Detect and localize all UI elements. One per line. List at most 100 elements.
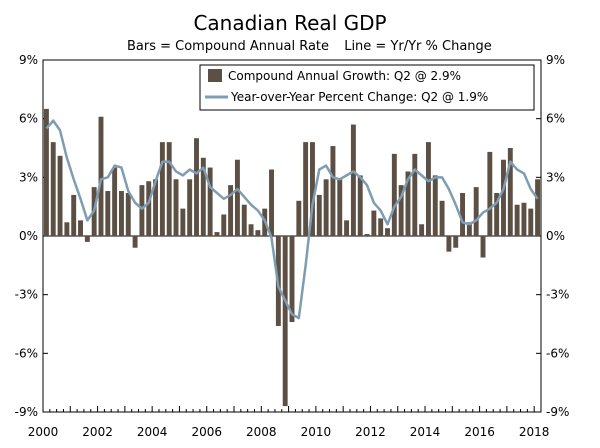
bar [323,179,329,236]
y-tick-label-right: 9% [546,53,565,67]
y-tick-label-left: 6% [19,112,38,126]
yoy-line [45,119,539,320]
bar [535,179,541,236]
bar [50,142,56,236]
bar [228,185,234,236]
bar [269,169,274,236]
bar [480,236,486,258]
bar [166,142,172,236]
legend-bar-swatch [208,69,222,82]
y-tick-label-right: 6% [546,112,565,126]
bar [289,236,295,323]
bar [310,142,315,236]
bar [521,202,527,236]
bar [337,179,343,236]
x-tick-label: 2004 [137,425,168,439]
bar [391,153,397,236]
bar [432,175,438,236]
bar [255,230,261,236]
bar [221,214,227,236]
y-tick-label-left: -3% [15,288,38,302]
bar [84,236,90,242]
x-tick-label: 2014 [410,425,441,439]
bar [173,179,179,236]
plot-frame [42,59,542,413]
x-tick-label: 2010 [301,425,332,439]
y-tick-label-right: -9% [546,405,569,419]
bar [57,155,63,236]
bar [528,208,534,236]
bar [501,159,506,236]
bar [425,142,431,236]
y-tick-label-right: -6% [546,346,569,360]
bar [494,192,500,236]
y-tick-label-left: -6% [15,346,38,360]
bar [248,224,254,236]
bar [234,159,240,236]
bar [385,228,390,236]
bar [357,175,363,236]
x-tick-label: 2008 [246,425,277,439]
y-tick-label-left: -9% [15,405,38,419]
legend: Compound Annual Growth: Q2 @ 2.9% Year-o… [199,64,535,111]
y-tick-label-right: -3% [546,288,569,302]
bar [316,194,322,236]
bar [200,157,206,236]
y-tick-label-left: 0% [19,229,38,243]
bar [303,142,309,236]
bar [207,167,213,236]
x-tick-label: 2006 [191,425,222,439]
bar [241,204,247,236]
bar [473,187,479,236]
bar [460,192,466,236]
bar [507,148,513,236]
bar [139,185,145,236]
bar [446,236,452,252]
legend-label-bars: Compound Annual Growth: Q2 @ 2.9% [228,69,461,83]
y-tick-label-right: 3% [546,170,565,184]
bar [371,210,377,236]
chart-title: Canadian Real GDP [193,11,386,35]
bar [405,171,411,236]
bar [514,204,520,236]
y-tick-label-right: 0% [546,229,565,243]
chart-subtitle-left: Bars = Compound Annual Rate [127,39,329,54]
bar [330,146,336,236]
bar [439,200,445,236]
bar [78,220,83,236]
bar [344,220,350,236]
legend-box [199,64,535,111]
bar [466,222,472,236]
chart-subtitle-right: Line = Yr/Yr % Change [344,39,492,54]
bar [159,142,165,236]
bar [71,194,77,236]
bar [132,236,138,248]
bar [187,179,193,236]
bar [282,236,288,407]
legend-label-line: Year-over-Year Percent Change: Q2 @ 1.9% [230,90,488,104]
x-tick-label: 2012 [355,425,386,439]
bar [214,232,220,236]
x-tick-label: 2018 [519,425,550,439]
bar [350,124,356,236]
bar [43,108,49,236]
bar [125,192,131,236]
bar [64,222,70,236]
x-tick-label: 2016 [464,425,495,439]
y-tick-label-left: 9% [19,53,38,67]
y-tick-label-left: 3% [19,170,38,184]
bar [398,185,404,236]
bar [364,234,370,236]
bar [105,191,111,236]
bar [412,153,418,236]
bar [453,236,459,248]
x-tick-label: 2002 [82,425,113,439]
bar [98,116,104,236]
bar [146,181,152,236]
bar [118,191,124,236]
bar [296,200,302,236]
bar [487,151,493,236]
bar [419,224,425,236]
bar [153,179,159,236]
